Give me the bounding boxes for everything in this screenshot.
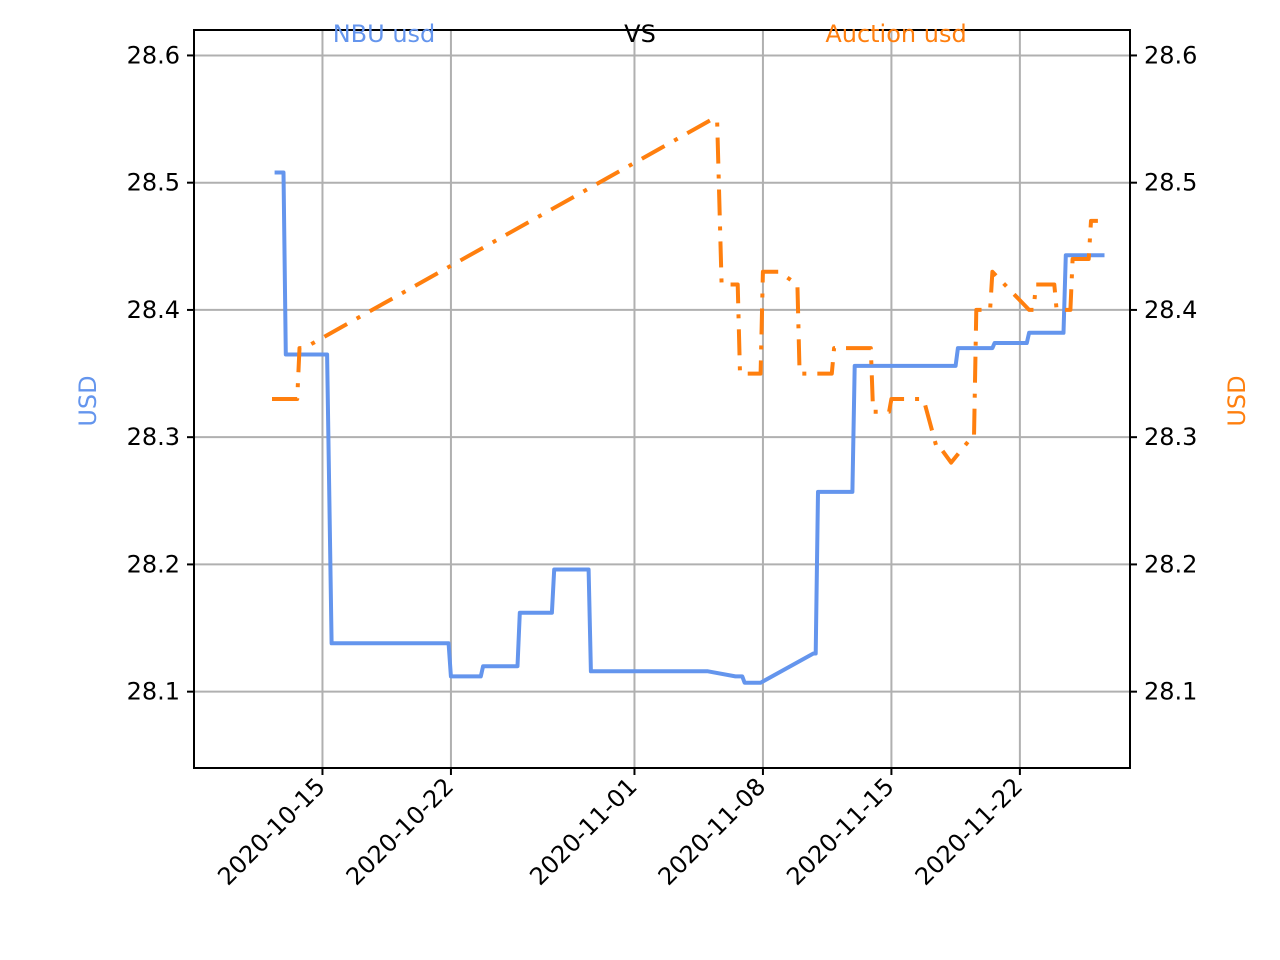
x-tick-label: 2020-10-22 [341,772,459,890]
x-tick-label: 2020-10-15 [212,772,330,890]
auction-usd-line [272,117,1098,465]
left-y-tick-label: 28.2 [127,550,180,578]
right-y-tick-label: 28.6 [1144,41,1197,69]
grid-lines [194,30,1130,768]
right-y-tick-label: 28.5 [1144,169,1197,197]
right-y-axis-title: USD [1223,375,1251,426]
header-middle-label: VS [624,20,656,48]
x-tick-label: 2020-11-15 [781,772,899,890]
left-y-tick-label: 28.3 [127,423,180,451]
plot-frame [193,29,1131,769]
left-y-tick-label: 28.4 [127,296,180,324]
left-y-axis-title: USD [74,375,102,426]
left-y-tick-label: 28.5 [127,169,180,197]
x-tick-label: 2020-11-22 [910,772,1028,890]
right-y-tick-label: 28.1 [1144,678,1197,706]
left-y-tick-label: 28.1 [127,678,180,706]
axis-ticks: 2020-10-15 2020-10-22 2020-11-01 2020-11-08… [127,41,1198,890]
nbu-usd-line [274,170,1105,685]
plot-series [272,117,1105,685]
right-y-tick-label: 28.4 [1144,296,1197,324]
x-tick-label: 2020-11-01 [524,772,642,890]
header-right-label: Auction usd [825,20,966,48]
right-y-tick-label: 28.2 [1144,550,1197,578]
right-y-tick-label: 28.3 [1144,423,1197,451]
left-y-tick-label: 28.6 [127,41,180,69]
x-tick-label: 2020-11-08 [653,772,771,890]
header-left-label: NBU usd [333,20,436,48]
